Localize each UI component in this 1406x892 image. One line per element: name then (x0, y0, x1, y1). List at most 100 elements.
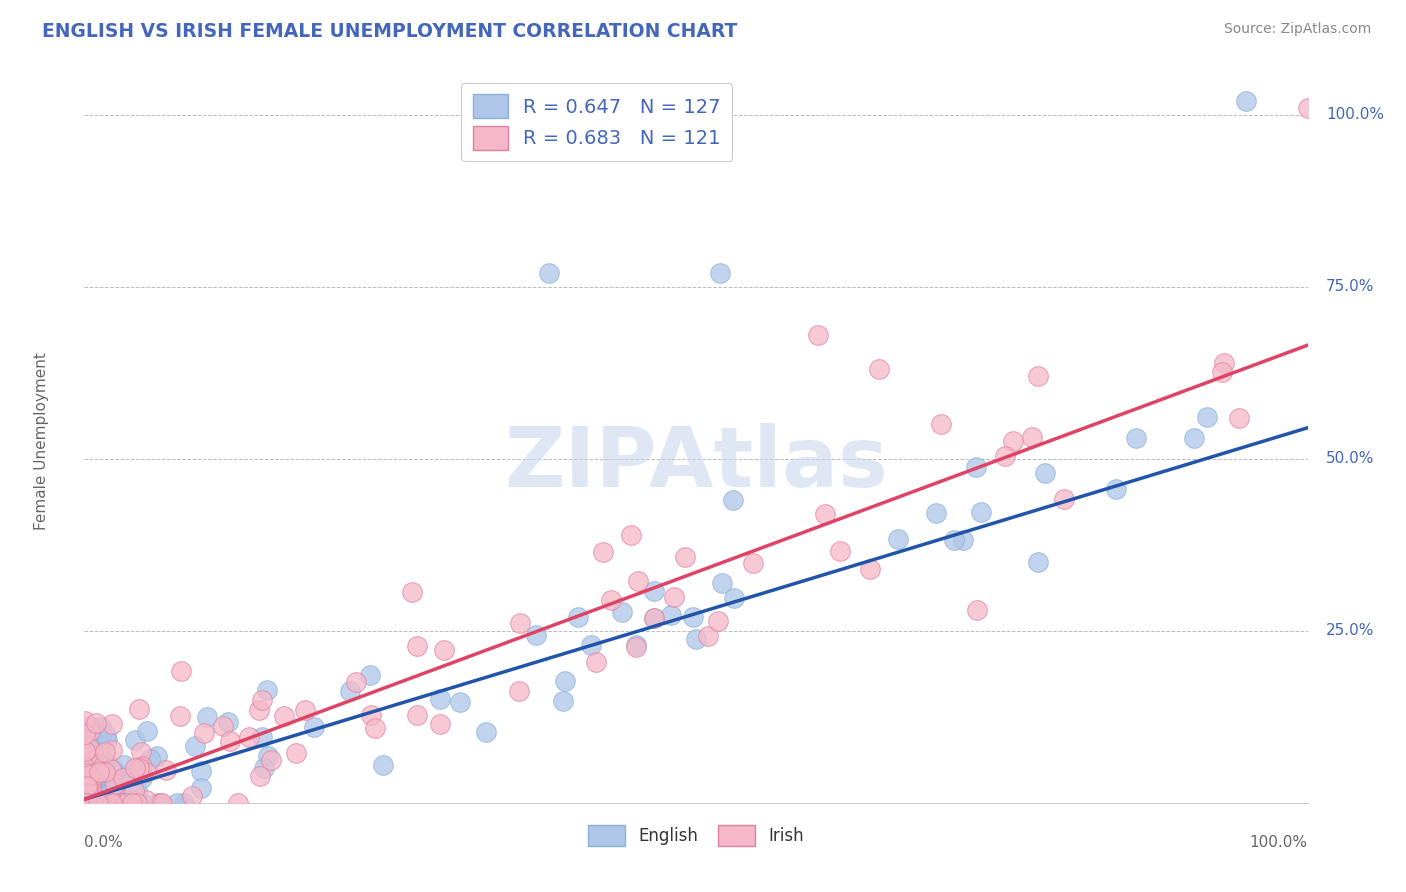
Point (76, 791, 98, 805)
Point (170, 665, 193, 679)
Point (76, 747, 98, 762)
Point (212, 719, 235, 733)
Point (86, 796, 108, 810)
Text: ZIPAtlas: ZIPAtlas (503, 423, 889, 504)
Point (127, 767, 149, 781)
Point (942, 533, 965, 547)
Point (76, 796, 98, 810)
Point (131, 761, 153, 775)
Point (155, 763, 177, 777)
Point (723, 493, 745, 508)
Point (131, 766, 153, 780)
Point (659, 607, 682, 622)
Point (128, 702, 150, 716)
Point (813, 508, 835, 522)
Point (624, 640, 647, 654)
Point (82, 796, 104, 810)
Text: 25.0%: 25.0% (1326, 624, 1374, 639)
Point (624, 638, 647, 652)
Point (181, 789, 204, 803)
Point (707, 614, 730, 628)
Text: 100.0%: 100.0% (1250, 835, 1308, 850)
Text: 75.0%: 75.0% (1326, 279, 1374, 294)
Point (1227, 410, 1250, 425)
Point (965, 460, 987, 475)
Point (111, 796, 134, 810)
Point (101, 796, 124, 810)
Point (77, 790, 100, 805)
Point (76, 771, 98, 785)
Point (217, 714, 239, 729)
Point (94, 745, 117, 759)
Point (344, 675, 367, 690)
Point (75, 796, 97, 810)
Point (77, 768, 100, 782)
Point (76, 765, 98, 780)
Point (146, 796, 169, 810)
Point (673, 549, 696, 564)
Point (98, 786, 121, 800)
Point (183, 739, 205, 754)
Point (94, 756, 117, 770)
Point (627, 574, 650, 588)
Point (253, 761, 276, 775)
Point (643, 611, 665, 625)
Point (114, 796, 136, 810)
Point (76, 785, 98, 799)
Point (1021, 430, 1043, 444)
Point (592, 545, 614, 559)
Point (76, 772, 98, 787)
Point (73, 714, 96, 728)
Point (250, 693, 273, 707)
Point (86, 796, 108, 810)
Point (79, 723, 101, 738)
Point (75, 796, 97, 810)
Point (238, 730, 260, 744)
Point (709, 266, 731, 280)
Point (84, 763, 107, 777)
Point (87, 764, 110, 779)
Point (77, 779, 100, 793)
Point (1105, 482, 1128, 496)
Point (77, 719, 100, 733)
Point (73, 796, 96, 810)
Point (80, 796, 103, 810)
Point (79, 796, 101, 810)
Point (1053, 491, 1076, 506)
Point (125, 796, 148, 810)
Point (124, 733, 146, 747)
Point (75, 792, 97, 806)
Point (284, 746, 307, 760)
Point (73, 780, 96, 794)
Point (89, 796, 111, 810)
Point (135, 793, 157, 807)
Point (82, 774, 104, 789)
Point (73, 792, 96, 806)
Point (1236, 94, 1258, 108)
Point (76, 785, 98, 799)
Point (166, 796, 188, 810)
Point (111, 771, 134, 785)
Point (966, 603, 988, 617)
Point (111, 796, 134, 810)
Point (124, 761, 146, 775)
Text: ENGLISH VS IRISH FEMALE UNEMPLOYMENT CORRELATION CHART: ENGLISH VS IRISH FEMALE UNEMPLOYMENT COR… (42, 22, 738, 41)
Point (620, 528, 643, 542)
Point (294, 703, 316, 717)
Point (73, 796, 96, 810)
Point (111, 774, 134, 789)
Point (509, 615, 531, 630)
Point (101, 772, 124, 787)
Point (117, 796, 139, 810)
Point (79, 777, 101, 791)
Point (135, 765, 157, 780)
Point (256, 749, 278, 764)
Point (89, 796, 111, 810)
Point (103, 763, 125, 777)
Point (77, 723, 100, 738)
Point (125, 784, 148, 798)
Legend: English, Irish: English, Irish (582, 819, 810, 852)
Point (73, 727, 96, 741)
Point (111, 796, 134, 810)
Point (131, 796, 153, 810)
